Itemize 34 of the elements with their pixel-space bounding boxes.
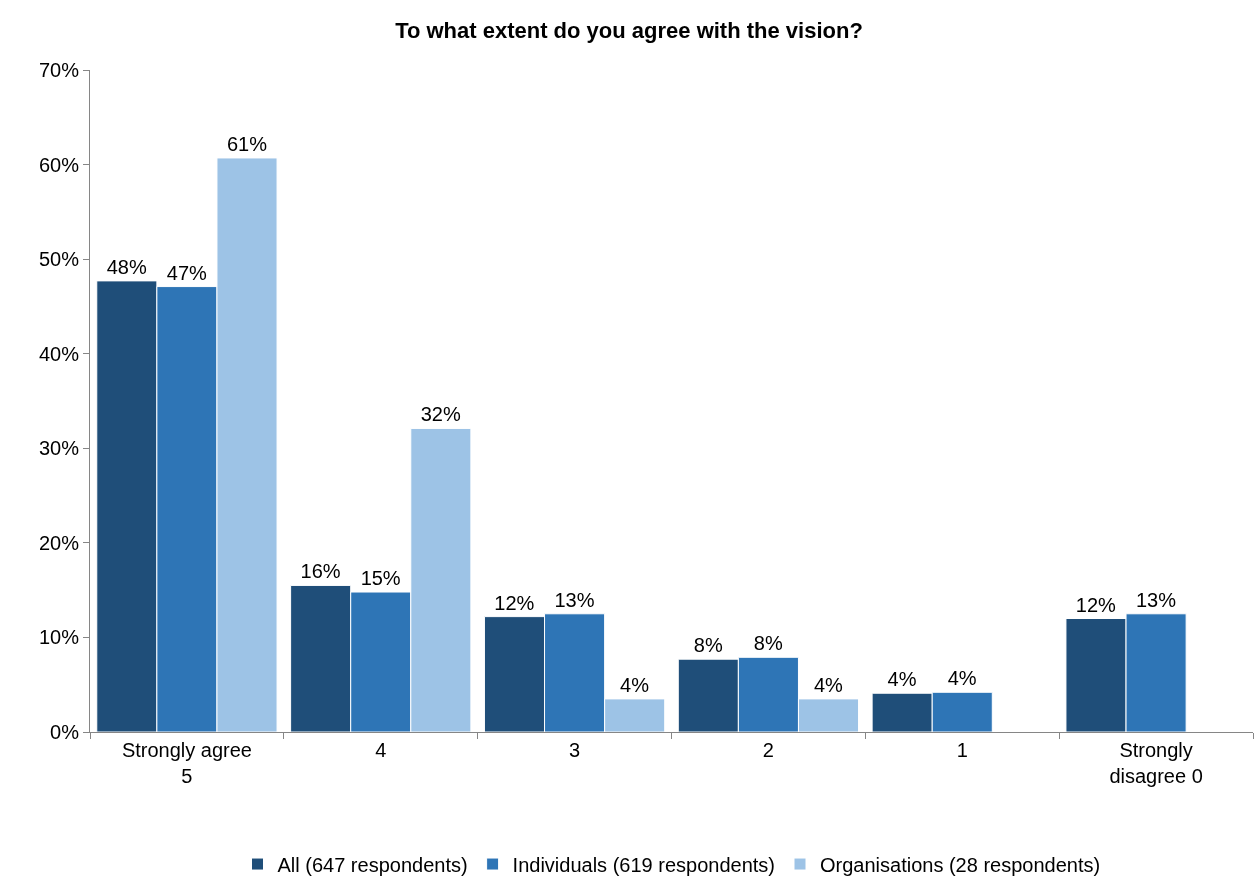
legend-label: All (647 respondents) bbox=[277, 853, 468, 876]
y-tick-label: 0% bbox=[50, 721, 80, 743]
data-label: 47% bbox=[166, 261, 208, 284]
data-label: 32% bbox=[420, 403, 461, 426]
data-label: 4% bbox=[887, 668, 917, 691]
data-label: 15% bbox=[360, 567, 401, 590]
x-tick-label: Strongly agree 5 bbox=[121, 739, 252, 787]
data-label: 12% bbox=[1075, 593, 1117, 616]
y-tick-label: 50% bbox=[38, 248, 80, 271]
legend-label: Organisations (28 respondents) bbox=[820, 853, 1101, 876]
data-label: 48% bbox=[106, 255, 147, 278]
x-tick-label: 1 bbox=[956, 739, 968, 761]
legend-label: Individuals (619 respondents) bbox=[512, 853, 775, 876]
data-label: 13% bbox=[554, 588, 595, 611]
chart-title: To what extent do you agree with the vision? bbox=[395, 17, 863, 43]
data-label: 16% bbox=[300, 560, 341, 583]
data-label: 4% bbox=[620, 673, 650, 696]
y-tick-label: 20% bbox=[38, 531, 80, 554]
data-label: 13% bbox=[1135, 588, 1177, 611]
y-tick-label: 40% bbox=[38, 342, 80, 365]
data-label: 8% bbox=[753, 632, 783, 655]
data-label: 8% bbox=[693, 634, 723, 657]
x-tick-label: 3 bbox=[569, 739, 581, 761]
data-label: 61% bbox=[226, 132, 268, 155]
data-label: 4% bbox=[813, 673, 844, 696]
y-tick-label: 60% bbox=[38, 153, 80, 176]
x-tick-label: 4 bbox=[375, 739, 387, 761]
x-tick-label: Strongly disagree 0 bbox=[1109, 739, 1203, 787]
data-label: 12% bbox=[494, 591, 535, 614]
x-tick-label: 2 bbox=[762, 739, 774, 761]
y-tick-label: 70% bbox=[38, 59, 80, 81]
y-tick-label: 30% bbox=[38, 437, 80, 460]
data-label: 4% bbox=[947, 667, 977, 690]
y-tick-label: 10% bbox=[38, 626, 80, 649]
